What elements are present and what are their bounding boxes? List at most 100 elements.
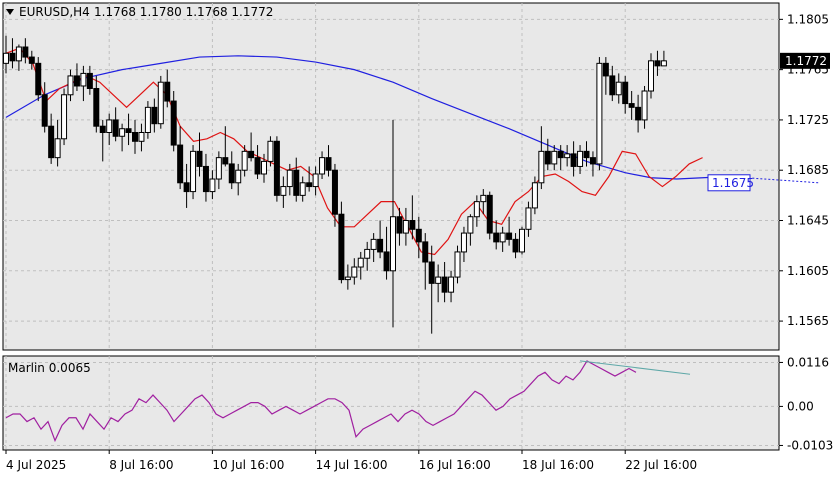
candle — [306, 166, 313, 192]
candle — [390, 119, 396, 328]
candle — [589, 151, 596, 177]
time-tick-label: 16 Jul 16:00 — [419, 458, 491, 472]
time-tick-label: 8 Jul 16:00 — [109, 458, 173, 472]
candle — [67, 69, 74, 102]
candle — [235, 163, 242, 196]
candle — [519, 226, 525, 255]
candle-body-bear — [609, 75, 616, 96]
candle-body-bear — [183, 182, 190, 193]
indicator-panel[interactable] — [2, 355, 780, 451]
price-tick-label: 1.1565 — [787, 314, 829, 328]
candle — [415, 216, 422, 259]
candle — [473, 195, 480, 227]
candle — [538, 126, 545, 190]
candle-body-bull — [209, 178, 216, 193]
symbol-menu-triangle-icon[interactable] — [6, 9, 14, 15]
candle-body-bull — [15, 46, 22, 62]
candle — [138, 123, 145, 152]
candle — [331, 163, 338, 227]
candle — [293, 157, 300, 202]
candle — [261, 153, 267, 183]
candle-body-bull — [641, 90, 648, 121]
time-tick-label: 22 Jul 16:00 — [625, 458, 697, 472]
price-panel[interactable] — [2, 2, 780, 351]
candle-body-bear — [222, 157, 229, 165]
candle — [460, 226, 467, 262]
candle-body-bear — [544, 150, 551, 165]
candle — [319, 151, 326, 180]
candle-body-bear — [164, 81, 171, 102]
time-tick-label: 4 Jul 2025 — [6, 458, 66, 472]
candle-body-bull — [67, 75, 74, 96]
candle-body-bear — [248, 150, 255, 159]
candle — [615, 73, 622, 104]
marlin-line — [5, 360, 637, 443]
candle-body-bear — [654, 60, 661, 67]
candle-body-bear — [35, 62, 42, 96]
candle — [267, 136, 274, 167]
candle-body-bull — [460, 232, 467, 253]
candle-body-bull — [61, 94, 68, 140]
candle-body-bear — [99, 125, 106, 133]
candle-body-bear — [293, 169, 300, 196]
candle-body-bull — [80, 72, 87, 87]
candle — [35, 57, 42, 102]
indicator-tick-label: 0.00 — [787, 399, 814, 413]
candle — [48, 113, 55, 164]
candle-body-bear — [202, 165, 209, 193]
candle — [635, 94, 642, 133]
candle-body-bear — [48, 125, 55, 159]
candle — [357, 251, 364, 280]
candle-body-bear — [86, 72, 93, 89]
ohlc-values: 1.1768 1.1780 1.1768 1.1772 — [94, 5, 273, 19]
candle-body-bull — [480, 194, 487, 203]
candle-body-bull — [577, 150, 584, 167]
candle — [441, 261, 448, 303]
candle-body-bear — [73, 75, 80, 87]
candle-body-bear — [557, 150, 564, 159]
candle-body-bear — [512, 238, 519, 253]
candle-body-bull — [157, 81, 164, 125]
candle — [119, 123, 126, 152]
candle — [370, 233, 377, 262]
candle — [22, 38, 29, 64]
candle-body-bear — [396, 216, 403, 234]
candle — [28, 50, 35, 70]
candle-body-bull — [531, 182, 538, 209]
candle-body-bear — [331, 169, 338, 215]
grid-layer — [3, 3, 779, 450]
candle-body-bear — [506, 232, 513, 240]
candle — [557, 145, 564, 171]
candle — [454, 245, 461, 284]
time-tick-label: 10 Jul 16:00 — [212, 458, 284, 472]
candle — [61, 88, 68, 146]
candle — [80, 65, 87, 102]
candle — [602, 57, 609, 95]
candle-body-bull — [364, 248, 371, 259]
candle — [248, 132, 255, 162]
candle — [170, 91, 177, 152]
candle — [15, 44, 22, 71]
candle — [622, 75, 629, 114]
candle — [486, 191, 493, 240]
candle — [493, 220, 500, 250]
candle — [86, 65, 93, 95]
ma-value-tag: 1.1675 — [707, 174, 754, 192]
price-tick-label: 1.1805 — [787, 12, 829, 26]
candlesticks — [3, 35, 667, 334]
symbol-label: EURUSD,H4 — [19, 5, 90, 19]
candle-body-bear — [589, 157, 596, 165]
candle — [196, 132, 203, 177]
candle — [228, 151, 235, 190]
candle-body-bear — [635, 106, 642, 121]
candle — [377, 220, 384, 259]
price-tick-label: 1.1725 — [787, 113, 829, 127]
price-tick-label: 1.1685 — [787, 163, 829, 177]
candle-body-bull — [190, 150, 197, 193]
candle — [654, 50, 661, 76]
candle-body-bull — [538, 150, 545, 184]
candle — [506, 216, 513, 246]
ma-slow-line — [5, 55, 729, 180]
candle — [190, 145, 197, 200]
